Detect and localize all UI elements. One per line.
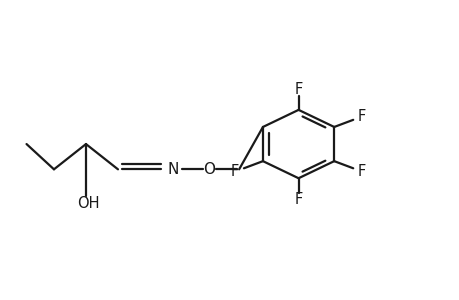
Text: O: O (203, 162, 215, 177)
Text: N: N (167, 162, 178, 177)
Text: F: F (294, 82, 302, 97)
Text: F: F (294, 191, 302, 206)
Text: OH: OH (77, 196, 99, 211)
Text: F: F (230, 164, 239, 179)
Text: F: F (357, 109, 365, 124)
Text: F: F (357, 164, 365, 179)
